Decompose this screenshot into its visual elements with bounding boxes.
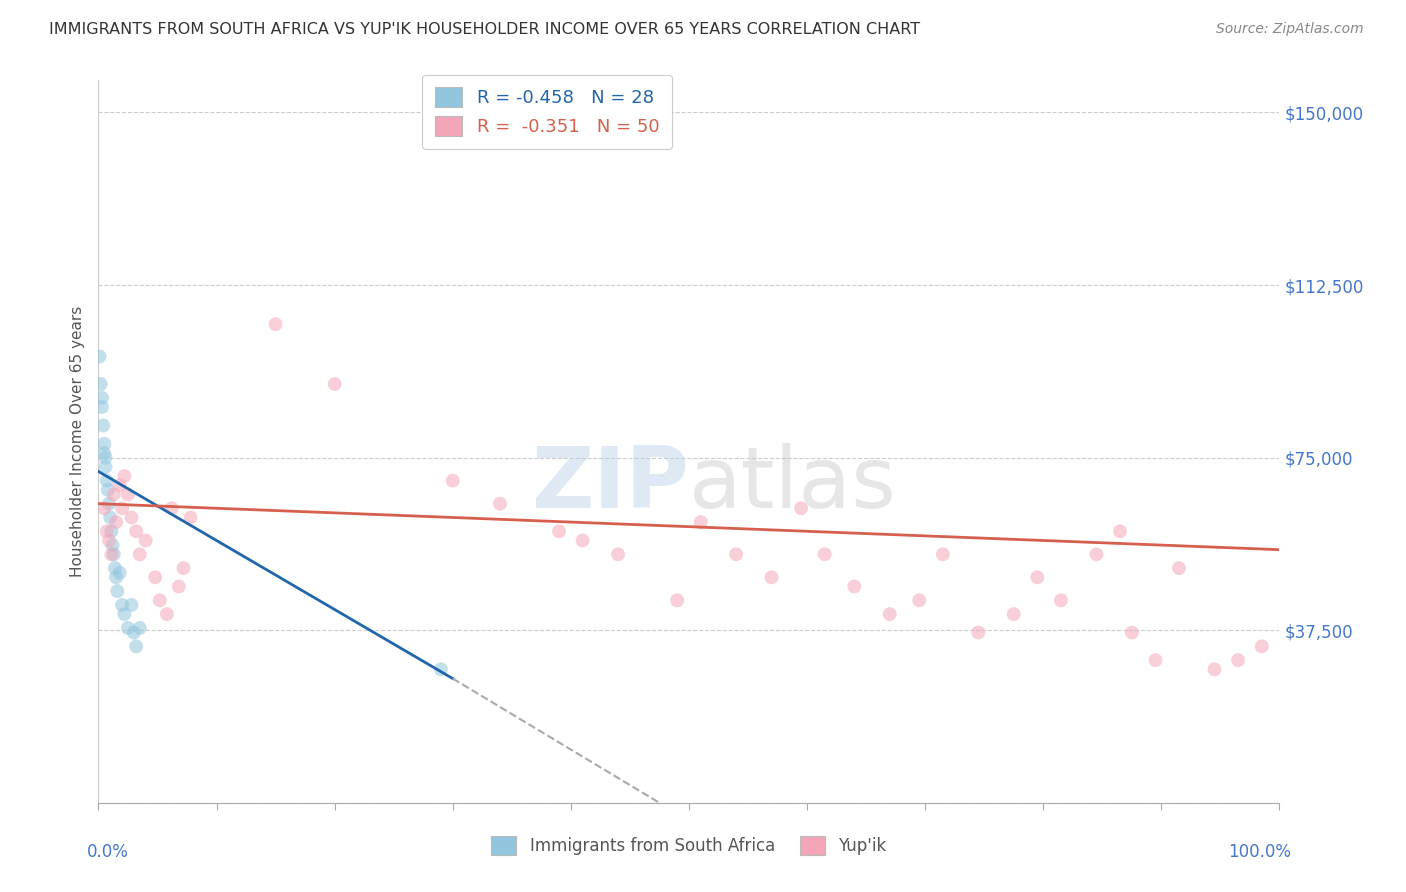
Point [441,474,464,488]
Point [91,418,114,433]
Point [967,625,990,640]
Point [112,469,135,483]
Point [1002,607,1025,621]
Point [1227,653,1250,667]
Point [97,483,120,497]
Text: 0.0%: 0.0% [87,843,128,861]
Point [489,497,512,511]
Point [90,377,112,392]
Point [1121,625,1143,640]
Legend: Immigrants from South Africa, Yup'ik: Immigrants from South Africa, Yup'ik [479,825,898,867]
Point [143,570,166,584]
Point [548,524,571,539]
Point [160,501,183,516]
Point [125,640,148,654]
Point [105,584,128,599]
Point [932,547,955,561]
Point [1026,570,1049,584]
Y-axis label: Householder Income Over 65 years: Householder Income Over 65 years [69,306,84,577]
Point [98,510,121,524]
Point [128,547,150,561]
Point [98,533,121,548]
Point [430,662,453,676]
Point [122,625,145,640]
Point [96,524,118,539]
Point [149,593,172,607]
Point [125,524,148,539]
Point [94,450,117,465]
Point [108,566,131,580]
Point [1085,547,1108,561]
Point [108,478,131,492]
Point [1144,653,1167,667]
Point [1050,593,1073,607]
Point [98,497,121,511]
Point [908,593,931,607]
Point [156,607,179,621]
Point [167,580,190,594]
Text: atlas: atlas [689,443,897,526]
Point [571,533,593,548]
Point [879,607,901,621]
Point [111,501,134,516]
Point [100,524,122,539]
Point [607,547,630,561]
Text: IMMIGRANTS FROM SOUTH AFRICA VS YUP'IK HOUSEHOLDER INCOME OVER 65 YEARS CORRELAT: IMMIGRANTS FROM SOUTH AFRICA VS YUP'IK H… [49,22,921,37]
Point [105,515,128,529]
Point [1168,561,1191,575]
Point [93,437,115,451]
Text: 100.0%: 100.0% [1229,843,1291,861]
Point [725,547,748,561]
Point [1250,640,1272,654]
Point [89,350,111,364]
Point [111,598,134,612]
Point [323,377,346,392]
Point [93,501,115,516]
Point [96,474,118,488]
Point [689,515,711,529]
Point [1204,662,1226,676]
Point [117,487,139,501]
Point [104,561,127,575]
Point [91,391,114,405]
Point [121,510,143,524]
Point [128,621,150,635]
Point [844,580,866,594]
Point [790,501,813,516]
Point [103,547,125,561]
Point [91,400,114,414]
Point [103,487,125,501]
Point [1109,524,1132,539]
Point [121,598,143,612]
Text: ZIP: ZIP [531,443,689,526]
Point [135,533,157,548]
Point [172,561,194,575]
Point [100,547,122,561]
Point [105,570,128,584]
Point [93,446,115,460]
Text: Source: ZipAtlas.com: Source: ZipAtlas.com [1216,22,1364,37]
Point [180,510,202,524]
Point [101,538,124,552]
Point [94,459,117,474]
Point [666,593,689,607]
Point [264,317,287,331]
Point [117,621,139,635]
Point [112,607,135,621]
Point [761,570,783,584]
Point [814,547,837,561]
